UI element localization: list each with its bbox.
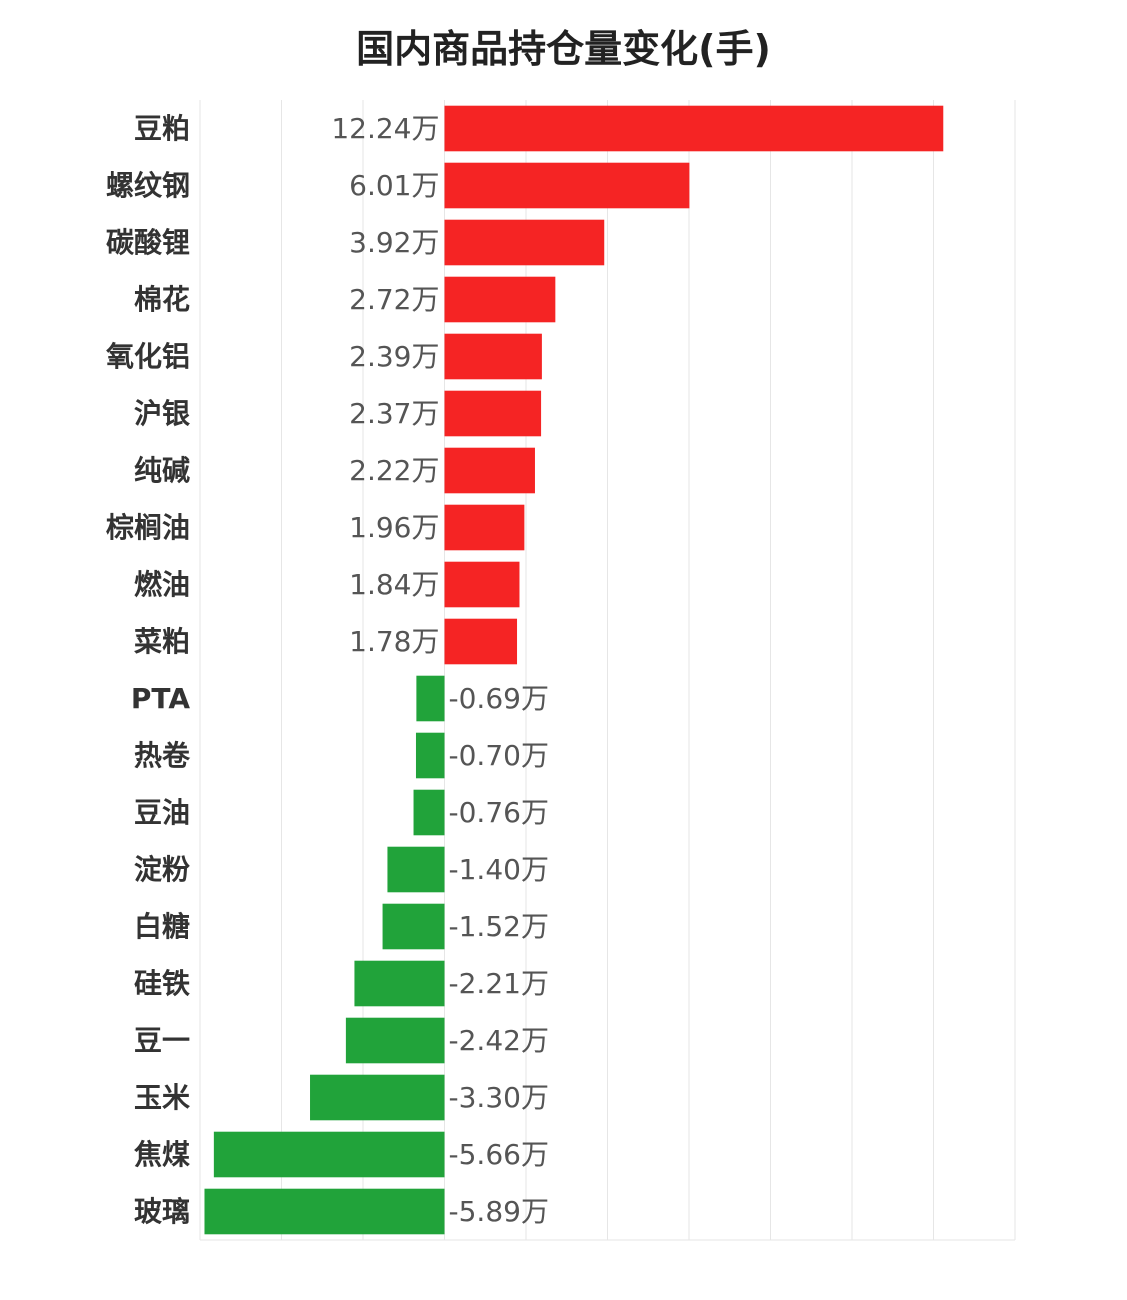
value-label: -5.89万 [449,1195,549,1228]
category-label: 燃油 [134,568,190,601]
bar-11 [415,732,445,779]
category-label: 纯碱 [134,454,190,487]
bar-2 [444,219,605,266]
value-label: -2.42万 [449,1024,549,1057]
category-label: 豆油 [134,796,190,829]
category-label: 沪银 [134,397,191,430]
value-label: 12.24万 [331,112,439,145]
category-label: 棉花 [134,283,190,316]
bar-16 [345,1017,445,1064]
value-label: 2.37万 [349,397,439,430]
bar-1 [444,162,690,209]
bar-17 [310,1074,445,1121]
value-label: 1.84万 [349,568,439,601]
category-label: 碳酸锂 [106,226,190,259]
bar-18 [213,1131,445,1178]
bar-10 [416,675,445,722]
value-label: -1.52万 [449,910,549,943]
bar-12 [413,789,445,836]
category-label: 白糖 [134,910,190,943]
value-label: -0.76万 [449,796,549,829]
value-label: 3.92万 [349,226,439,259]
value-label: -0.69万 [449,682,549,715]
category-label: 豆粕 [134,112,190,145]
bar-layer [204,105,944,1235]
value-label: -3.30万 [449,1081,549,1114]
category-label: 氧化铝 [106,340,190,373]
category-label: 硅铁 [134,967,190,1000]
category-label: 热卷 [134,739,191,772]
bar-14 [382,903,445,950]
category-label: PTA [131,682,190,715]
value-label: -5.66万 [449,1138,549,1171]
category-label: 玻璃 [134,1195,190,1228]
category-label: 菜粕 [134,625,190,658]
category-label: 螺纹钢 [106,169,190,202]
bar-9 [444,618,518,665]
bar-15 [354,960,445,1007]
bar-5 [444,390,542,437]
category-label: 棕榈油 [106,511,190,544]
value-label: 1.78万 [349,625,439,658]
value-label: 2.72万 [349,283,439,316]
value-label: 2.22万 [349,454,439,487]
category-label: 豆一 [134,1024,190,1057]
value-label: -1.40万 [449,853,549,886]
bar-19 [204,1188,445,1235]
bar-0 [444,105,944,152]
value-label: 2.39万 [349,340,439,373]
category-label: 玉米 [134,1081,190,1114]
bar-7 [444,504,525,551]
value-label: 1.96万 [349,511,439,544]
bar-8 [444,561,520,608]
value-label: -2.21万 [449,967,549,1000]
category-label: 焦煤 [134,1138,190,1171]
value-label: -0.70万 [449,739,549,772]
bar-6 [444,447,535,494]
grid-layer [199,100,1016,1241]
chart-title: 国内商品持仓量变化(手) [356,27,771,71]
category-label: 淀粉 [134,853,190,886]
bar-13 [387,846,445,893]
bar-4 [444,333,542,380]
value-label: 6.01万 [349,169,439,202]
bar-3 [444,276,556,323]
